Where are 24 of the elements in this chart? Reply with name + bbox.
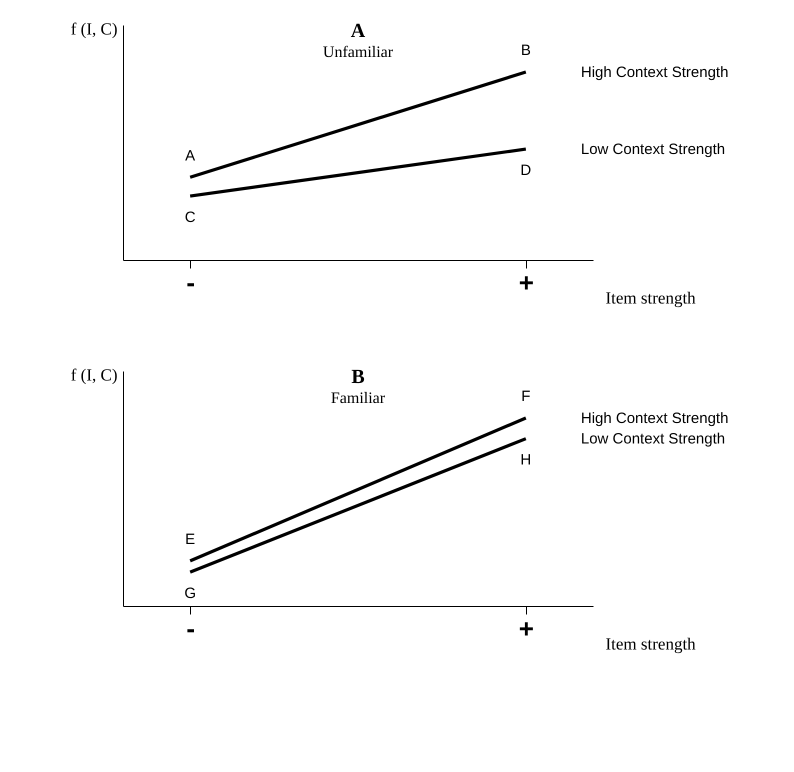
annotation: C [184,209,196,226]
text: B [520,42,531,59]
y-axis-title: f (I, C) [70,20,118,38]
x-tick-label: + [518,268,534,298]
text: Low Context Strength [580,430,726,448]
chart-title: A [350,20,366,42]
chart-subtitle: Familiar [330,390,386,407]
annotation: E [185,530,196,548]
text: High Context Strength [580,64,728,81]
annotation: G [184,585,196,602]
chart-title: B [351,366,365,388]
x-axis-title: Item strength [606,288,696,308]
annotation: A [185,147,196,164]
x-axis-title: Item strength [606,634,696,654]
text: F [521,388,530,405]
text: Low Context Strength [580,141,726,158]
annotation: H [520,452,532,469]
text: High Context Strength [580,410,728,427]
annotation: D [520,162,532,180]
x-tick-label: + [518,614,534,644]
x-tick-label: - [186,268,195,298]
x-tick-label: - [186,614,195,644]
chart-subtitle: Unfamiliar [322,44,394,61]
y-axis-title: f (I, C) [70,366,118,384]
